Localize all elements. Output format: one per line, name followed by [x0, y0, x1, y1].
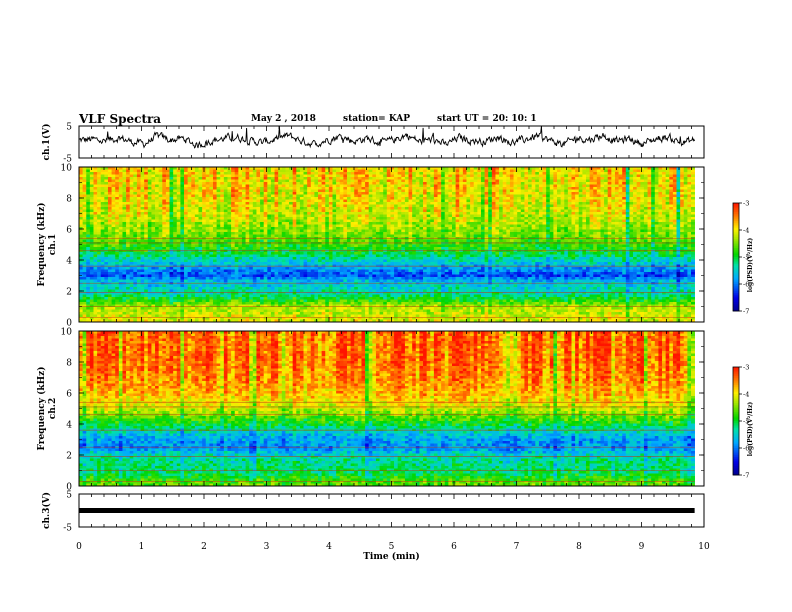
ch1-spectrogram-ytick-label: 10	[61, 164, 73, 174]
ch2-spectrogram-ylabel: ch.2	[48, 398, 58, 419]
ch2-spectrogram-ytick-label: 4	[66, 421, 72, 431]
ch1-colorbar-tick-label: -3	[743, 200, 749, 208]
ch1-colorbar-tick-label: -5	[743, 254, 749, 262]
ch2-spectrogram-ytick-label: 8	[66, 359, 72, 369]
ch2-colorbar-tick-label: -6	[743, 445, 749, 453]
ch1-spectrogram-ytick-label: 0	[66, 319, 72, 329]
ch2-spectrogram-ylabel: Frequency (kHz)	[36, 366, 47, 450]
ch1-spectrogram-ylabel: Frequency (kHz)	[36, 202, 47, 286]
time-tick-label: 9	[639, 542, 645, 552]
ch1-colorbar	[732, 202, 742, 312]
ch2-colorbar-tick-label: -3	[743, 364, 749, 372]
time-tick-label: 3	[264, 542, 270, 552]
time-axis-label: Time (min)	[363, 551, 420, 562]
time-tick-label: 1	[139, 542, 145, 552]
ch1-spectrogram-ytick-label: 2	[66, 288, 72, 298]
ch2-spectrogram-ytick-label: 6	[66, 390, 72, 400]
date-label: May 2 , 2018	[251, 114, 316, 124]
time-tick-label: 5	[389, 542, 395, 552]
ch1-spectrogram-ylabel: ch.1	[48, 234, 58, 255]
ch2-spectrogram-ytick-label: 10	[61, 328, 73, 338]
ch1-waveform-ylabel: ch.1(V)	[41, 124, 52, 161]
ch2-spectrogram-cells	[79, 331, 695, 487]
plot-title: VLF Spectra	[79, 112, 161, 126]
ch1-colorbar-tick-label: -6	[743, 281, 749, 289]
ch1-waveform-ytick-label: 5	[66, 123, 72, 133]
ch1-colorbar-label: log(PSD)(V²/Hz)	[747, 238, 754, 293]
ch2-spectrogram-ytick-label: 2	[66, 452, 72, 462]
ch2-colorbar-label: log(PSD)(V²/Hz)	[747, 402, 754, 457]
ch3-waveform-ylabel: ch.3(V)	[41, 492, 52, 529]
time-tick-label: 8	[576, 542, 582, 552]
time-tick-label: 10	[698, 542, 710, 552]
time-tick-label: 2	[201, 542, 207, 552]
station-label: station= KAP	[343, 114, 410, 124]
time-tick-label: 4	[326, 542, 332, 552]
ch1-waveform-trace	[78, 125, 696, 149]
ch1-spectrogram-ytick-label: 6	[66, 226, 72, 236]
ch2-spectrogram-ytick-label: 0	[66, 483, 72, 493]
ch1-colorbar-tick-label: -7	[743, 308, 749, 316]
ch2-colorbar-tick-label: -4	[743, 391, 749, 399]
ch1-waveform-ytick-label: -5	[63, 155, 72, 165]
ch2-colorbar-tick-label: -5	[743, 418, 749, 426]
ch1-spectrogram-cells	[79, 167, 695, 323]
ch1-spectrogram-ytick-label: 8	[66, 195, 72, 205]
time-tick-label: 6	[451, 542, 457, 552]
ch1-colorbar-tick-label: -4	[743, 227, 749, 235]
ch3-waveform-ytick-label: 5	[66, 491, 72, 501]
ch3-waveform-trace	[79, 508, 695, 513]
ch1-spectrogram-ytick-label: 4	[66, 257, 72, 267]
start-ut-label: start UT = 20: 10: 1	[437, 114, 537, 124]
ch2-colorbar	[732, 366, 742, 476]
time-tick-label: 0	[76, 542, 82, 552]
ch2-colorbar-tick-label: -7	[743, 472, 749, 480]
ch3-waveform-ytick-label: -5	[63, 524, 72, 534]
time-tick-label: 7	[514, 542, 520, 552]
